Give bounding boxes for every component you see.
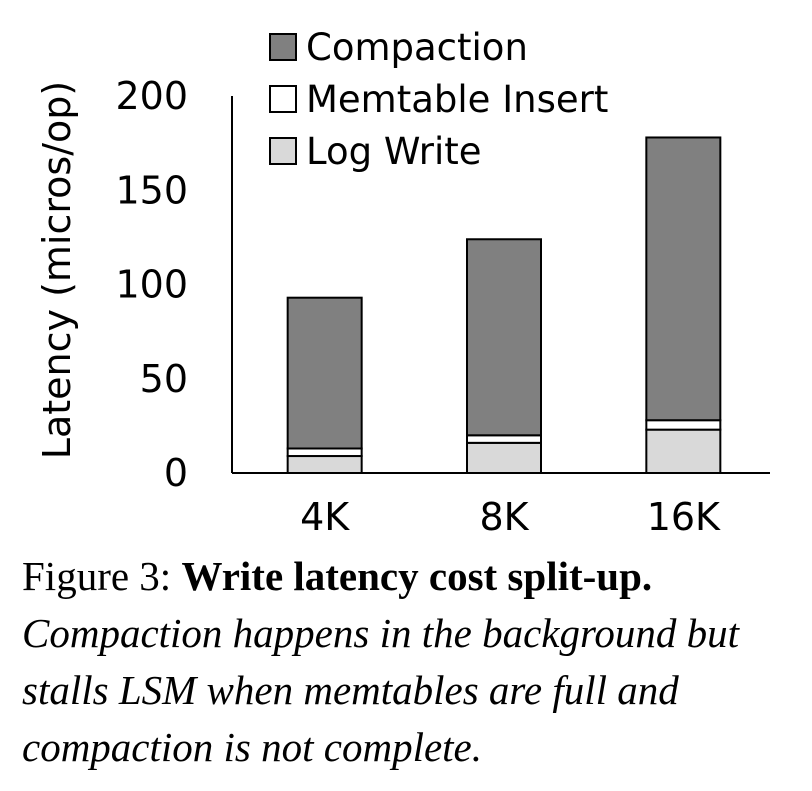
y-tick-labels: 0 50 100 150 200 [115, 74, 188, 495]
bar-compaction-8k [466, 238, 542, 437]
bar-log-write-4k [286, 455, 363, 475]
stacked-bar-chart: 0 50 100 150 200 4K 8K 16K Latency (micros/op)… [35, 26, 770, 539]
bar-compaction-16k [645, 136, 722, 422]
bar-memtable-insert-8k [466, 434, 542, 444]
legend-swatch-memtable-insert [269, 85, 297, 113]
legend-label-memtable-insert: Memtable Insert [306, 78, 608, 121]
y-axis-title: Latency (micros/op) [35, 81, 79, 459]
x-tick-label: 8K [479, 495, 529, 539]
bar-memtable-insert-16k [645, 419, 722, 431]
bar-memtable-insert-4k [286, 447, 363, 458]
legend-swatch-log-write [269, 137, 297, 165]
bar-log-write-16k [645, 428, 722, 474]
y-tick-label: 100 [115, 263, 188, 307]
y-tick-label: 200 [115, 74, 188, 118]
caption-title: Write latency cost split-up. [181, 553, 653, 599]
y-tick-label: 0 [164, 451, 188, 495]
caption-body: Compaction happens in the background but… [22, 610, 740, 770]
caption-label: Figure 3: [22, 553, 172, 599]
legend: Compaction Memtable Insert Log Write [269, 26, 608, 173]
y-tick-label: 50 [140, 357, 188, 401]
x-tick-label: 4K [300, 495, 350, 539]
x-tick-labels: 4K 8K 16K [300, 495, 721, 539]
legend-swatch-compaction [269, 33, 297, 61]
legend-label-log-write: Log Write [306, 130, 482, 173]
bar-log-write-8k [466, 441, 542, 474]
figure-caption: Figure 3: Write latency cost split-up. C… [22, 548, 802, 776]
bar-compaction-4k [286, 296, 363, 450]
bars-group [286, 136, 722, 475]
x-tick-label: 16K [647, 495, 721, 539]
y-tick-label: 150 [115, 168, 188, 212]
legend-label-compaction: Compaction [306, 26, 528, 69]
